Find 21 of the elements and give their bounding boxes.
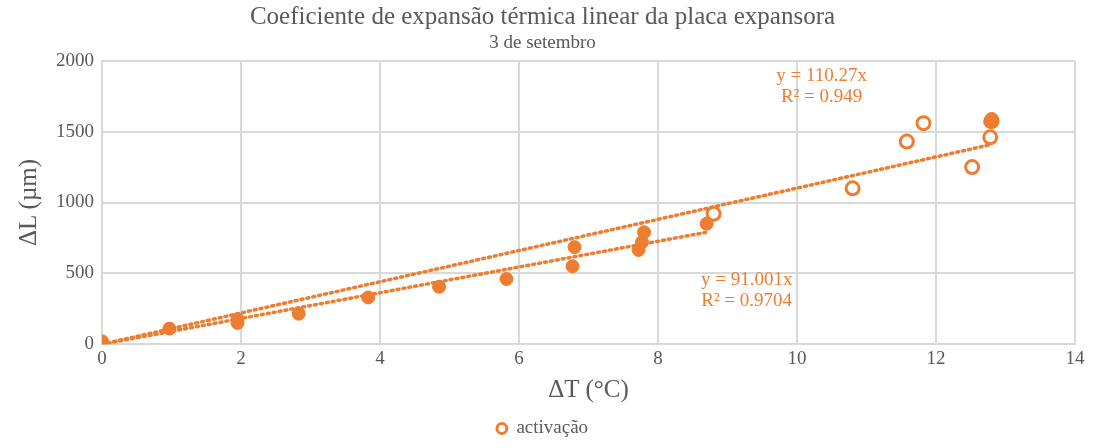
y-tick-label: 0 [84,332,94,354]
x-tick-label: 10 [787,346,807,368]
y-tick-label: 1500 [56,119,94,141]
x-tick-label: 4 [375,346,386,368]
y-tick-label: 2000 [56,48,94,70]
x-tick-label: 6 [514,346,524,368]
annotation: y = 91.001x [700,268,793,290]
y-axis-title: ΔL (µm) [13,158,42,247]
x-tick-label: 12 [926,346,946,368]
annotation: R² = 0.9704 [701,289,793,311]
chart-title: Coeficiente de expansão térmica linear da placa expansora [249,1,836,29]
annotation: y = 110.27x [776,64,868,86]
y-tick-label: 1000 [56,190,94,212]
x-tick-label: 14 [1065,346,1085,368]
chart-subtitle: 3 de setembro [489,31,596,53]
annotation: R² = 0.949 [780,85,863,107]
x-axis-title: ΔT (°C) [548,374,629,403]
x-tick-label: 8 [653,346,663,368]
y-tick-label: 500 [65,261,94,283]
x-tick-label: 2 [236,346,246,368]
legend-label: activação [516,416,589,438]
